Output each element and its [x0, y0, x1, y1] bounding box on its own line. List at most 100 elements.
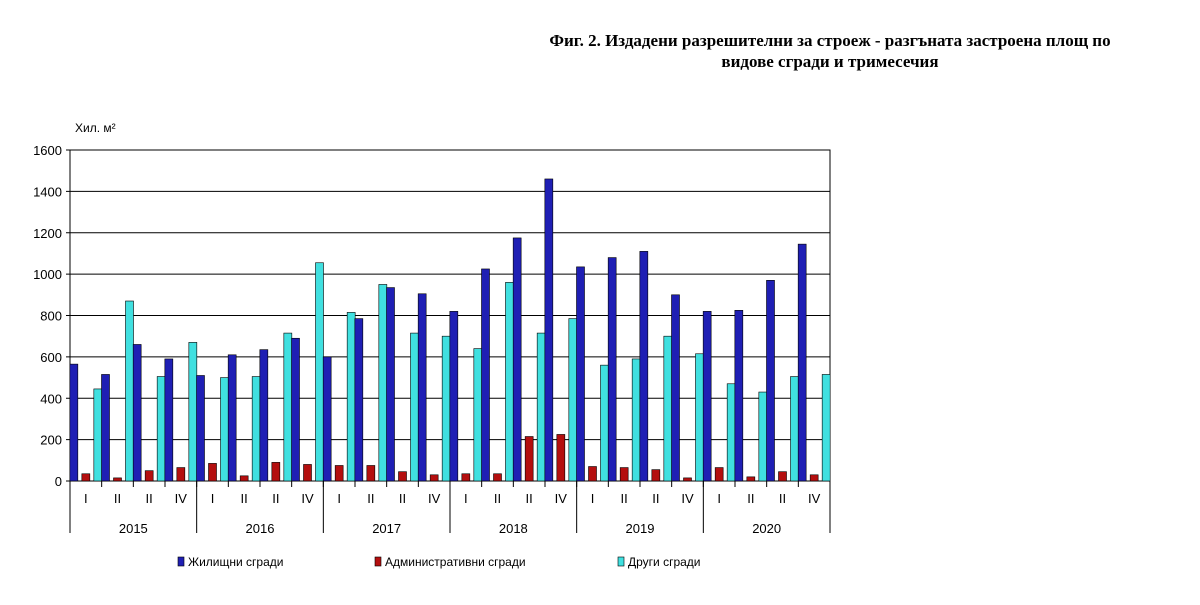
bar-residential: [322, 356, 332, 482]
bar-administrative: [239, 475, 249, 482]
x-tick-label-quarter: II: [399, 491, 406, 506]
x-tick-label-quarter: IV: [301, 491, 314, 506]
bar-residential: [512, 237, 522, 482]
bar-administrative: [588, 466, 597, 482]
bar-other: [473, 348, 483, 482]
bar-other: [410, 332, 419, 482]
bar-administrative: [493, 473, 502, 482]
chart-title-line-1: Фиг. 2. Издадени разрешителни за строеж …: [549, 31, 1111, 50]
bars: [69, 178, 831, 482]
bar-administrative: [271, 462, 281, 482]
bar-administrative: [524, 436, 534, 482]
x-tick-label-quarter: II: [241, 491, 248, 506]
x-tick-label-quarter: IV: [428, 491, 441, 506]
y-tick-label: 1000: [33, 267, 62, 282]
bar-other: [821, 374, 831, 482]
x-tick-label-quarter: I: [337, 491, 341, 506]
bar-other: [220, 377, 229, 482]
bar-residential: [766, 280, 775, 482]
bar-residential: [69, 363, 79, 482]
bar-administrative: [334, 465, 344, 482]
bar-residential: [291, 337, 300, 482]
bar-other: [663, 335, 673, 482]
x-tick-label-quarter: II: [652, 491, 659, 506]
x-tick-label-quarter: I: [464, 491, 468, 506]
bar-other: [790, 376, 799, 482]
x-tick-label-year: 2020: [752, 521, 781, 536]
legend-item-residential: Жилищни сгради: [177, 555, 283, 569]
legend-label: Административни сгради: [385, 555, 526, 569]
y-tick-label: 0: [55, 474, 62, 489]
y-tick-label: 1200: [33, 226, 62, 241]
legend: Жилищни сгради Административни сгради Друг…: [177, 555, 701, 569]
bar-residential: [544, 178, 554, 482]
bar-administrative: [461, 473, 471, 482]
legend-label: Жилищни сгради: [188, 555, 283, 569]
bar-other: [441, 335, 451, 482]
legend-swatch: [617, 556, 625, 567]
bar-other: [283, 332, 293, 482]
chart-title-line-2: видове сгради и тримесечия: [721, 52, 939, 71]
bar-residential: [607, 257, 617, 482]
bar-other: [251, 376, 261, 482]
bar-administrative: [809, 474, 819, 482]
bar-residential: [259, 349, 269, 482]
x-tick-label-quarter: II: [779, 491, 786, 506]
bar-administrative: [778, 471, 787, 482]
bar-residential: [734, 310, 744, 482]
x-tick-label-quarter: IV: [555, 491, 568, 506]
x-tick-label-quarter: I: [591, 491, 595, 506]
legend-swatch: [177, 556, 185, 567]
x-tick-label-year: 2016: [246, 521, 275, 536]
bar-other: [188, 342, 198, 482]
y-tick-label: 800: [40, 309, 62, 324]
bar-other: [125, 300, 134, 482]
bar-administrative: [714, 467, 724, 482]
bar-administrative: [144, 470, 154, 482]
x-tick-label-quarter: II: [367, 491, 374, 506]
x-tick-label-year: 2017: [372, 521, 401, 536]
x-tick-label-quarter: IV: [175, 491, 188, 506]
bar-administrative: [746, 476, 756, 482]
legend-label: Други сгради: [628, 555, 701, 569]
y-tick-label: 600: [40, 350, 62, 365]
bar-residential: [196, 375, 205, 482]
x-tick-label-quarter: I: [211, 491, 215, 506]
bar-other: [378, 284, 388, 482]
x-tick-label-quarter: IV: [808, 491, 821, 506]
bar-residential: [639, 251, 649, 482]
x-tick-label-quarter: II: [146, 491, 153, 506]
bar-other: [726, 383, 736, 482]
bar-administrative: [176, 467, 186, 482]
bar-other: [600, 364, 609, 482]
x-tick-label-quarter: II: [526, 491, 533, 506]
bar-administrative: [651, 469, 661, 482]
bar-administrative: [429, 474, 439, 482]
y-axis-unit-label: Хил. м²: [75, 121, 116, 135]
bar-administrative: [208, 463, 217, 482]
bar-other: [631, 358, 641, 482]
bar-residential: [449, 311, 459, 482]
bar-residential: [354, 318, 364, 482]
bar-other: [93, 388, 103, 482]
x-tick-label-quarter: II: [114, 491, 121, 506]
bar-other: [156, 376, 166, 482]
x-tick-label-year: 2019: [626, 521, 655, 536]
bar-residential: [227, 354, 237, 482]
bar-administrative: [303, 464, 312, 482]
x-tick-label-quarter: II: [747, 491, 754, 506]
x-tick-label-quarter: IV: [681, 491, 694, 506]
x-tick-label-quarter: I: [717, 491, 721, 506]
x-tick-label-year: 2018: [499, 521, 528, 536]
bar-other: [505, 282, 514, 482]
y-tick-label: 1600: [33, 143, 62, 158]
y-tick-label: 200: [40, 433, 62, 448]
x-tick-label-year: 2015: [119, 521, 148, 536]
bar-residential: [481, 268, 490, 482]
bar-administrative: [113, 477, 122, 482]
x-tick-label-quarter: II: [272, 491, 279, 506]
x-tick-label-quarter: II: [494, 491, 501, 506]
bar-residential: [576, 266, 585, 482]
